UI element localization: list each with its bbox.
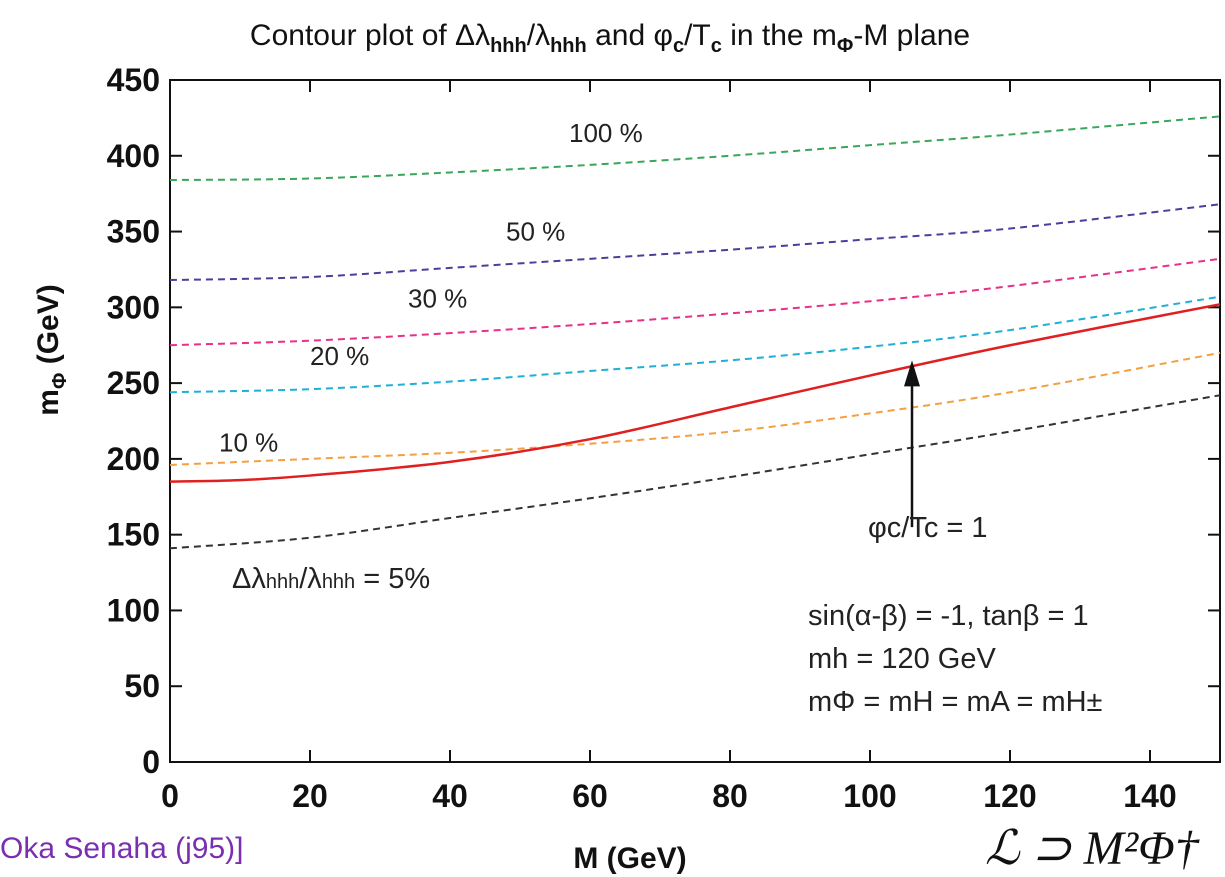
series-line-4 [169,295,1221,394]
y-tick-label: 300 [107,289,160,325]
x-tick-label: 0 [161,778,179,814]
x-tick-label: 60 [572,778,608,814]
y-tick-label: 100 [107,592,160,628]
footer-citation: Oka Senaha (j95)] [0,832,244,865]
x-tick-label: 120 [983,778,1036,814]
series-line-1 [169,115,1221,182]
series-line-2 [169,203,1221,282]
footer-formula: ℒ ⊃ M²Φ† [985,822,1199,875]
series-line-5 [169,351,1221,466]
x-tick-label: 100 [843,778,896,814]
x-tick-labels: 0 20 40 60 80 100 120 140 [161,778,1177,814]
series-line-3 [169,257,1221,347]
percent-label: 30 % [408,283,467,313]
percent-label: 50 % [506,217,565,247]
y-tick-labels: 0 50 100 150 200 250 300 350 400 450 [107,62,160,780]
chart-title: Contour plot of Δλhhh/λhhh and φc/Tc in … [250,19,970,57]
x-axis-title: M (GeV) [573,842,686,875]
params-line-2: mh = 120 GeV [808,643,996,675]
y-tick-label: 200 [107,441,160,477]
x-tick-label: 140 [1123,778,1176,814]
axis-ticks [169,79,1220,763]
x-tick-label: 20 [292,778,328,814]
y-tick-label: 150 [107,517,160,553]
percent-label: 20 % [310,341,369,371]
percent-label: 10 % [219,427,278,457]
phi-arrowhead [904,360,920,387]
percent-labels: 100 % 50 % 30 % 20 % 10 % [219,118,643,457]
y-tick-label: 350 [107,214,160,250]
phi-tc-label: φc/Tc = 1 [868,512,988,544]
series-line-7 [169,303,1221,483]
series-line-6 [169,394,1221,550]
y-tick-label: 400 [107,138,160,174]
params-line-1: sin(α-β) = -1, tanβ = 1 [808,600,1089,632]
params-line-3: mΦ = mH = mA = mH± [808,686,1103,718]
y-tick-label: 0 [142,744,160,780]
y-tick-label: 50 [124,668,160,704]
series-lines [169,115,1221,550]
y-tick-label: 450 [107,62,160,98]
percent-label: 100 % [569,118,643,148]
x-tick-label: 40 [432,778,468,814]
y-tick-label: 250 [107,365,160,401]
x-tick-label: 80 [712,778,748,814]
plot-frame [169,79,1221,763]
y-axis-title: mΦ (GeV) [32,284,71,415]
delta-lambda-label: Δλhhh/λhhh = 5% [232,563,430,595]
